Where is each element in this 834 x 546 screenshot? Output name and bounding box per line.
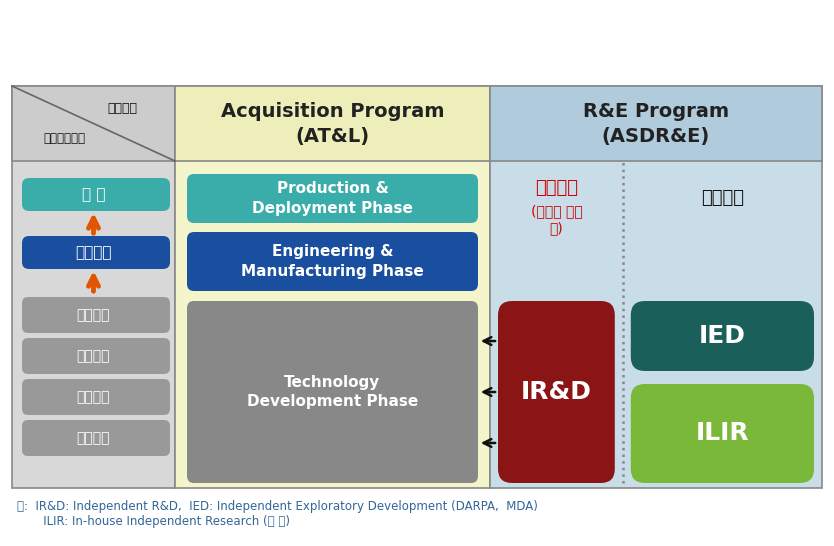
Text: 업체주도: 업체주도	[535, 179, 578, 197]
Text: (AT&L): (AT&L)	[295, 127, 369, 146]
FancyBboxPatch shape	[22, 338, 170, 374]
FancyBboxPatch shape	[22, 297, 170, 333]
Text: IED: IED	[699, 324, 746, 348]
FancyBboxPatch shape	[490, 86, 822, 488]
FancyBboxPatch shape	[490, 86, 822, 161]
FancyBboxPatch shape	[12, 86, 175, 488]
FancyBboxPatch shape	[187, 232, 478, 291]
Text: 연구개발단계: 연구개발단계	[43, 132, 85, 145]
Text: Acquisition Program: Acquisition Program	[221, 102, 445, 121]
FancyBboxPatch shape	[631, 301, 814, 371]
Text: Production &
Deployment Phase: Production & Deployment Phase	[252, 181, 413, 216]
FancyBboxPatch shape	[498, 301, 615, 483]
Text: Engineering &
Manufacturing Phase: Engineering & Manufacturing Phase	[241, 244, 424, 279]
FancyBboxPatch shape	[22, 379, 170, 415]
FancyBboxPatch shape	[22, 178, 170, 211]
Text: 체계개발: 체계개발	[75, 245, 112, 260]
FancyBboxPatch shape	[22, 236, 170, 269]
Text: 상): 상)	[550, 221, 563, 235]
FancyBboxPatch shape	[187, 174, 478, 223]
Text: 기초연구: 기초연구	[77, 431, 110, 445]
FancyBboxPatch shape	[175, 86, 490, 488]
Text: 양 산: 양 산	[82, 187, 105, 202]
FancyBboxPatch shape	[175, 86, 490, 161]
Text: 탐색개발: 탐색개발	[77, 308, 110, 322]
FancyBboxPatch shape	[631, 384, 814, 483]
Text: Technology
Development Phase: Technology Development Phase	[247, 375, 418, 410]
FancyBboxPatch shape	[187, 301, 478, 483]
FancyBboxPatch shape	[12, 86, 175, 161]
Text: ILIR: In-house Independent Research (각 군): ILIR: In-house Independent Research (각 군…	[17, 515, 290, 528]
Text: 정부주도: 정부주도	[701, 189, 744, 207]
Text: 주:  IR&D: Independent R&D,  IED: Independent Exploratory Development (DARPA,  MD: 주: IR&D: Independent R&D, IED: Independe…	[17, 500, 538, 513]
Text: ILIR: ILIR	[696, 422, 749, 446]
Text: (ASDR&E): (ASDR&E)	[602, 127, 710, 146]
FancyBboxPatch shape	[22, 420, 170, 456]
Text: 응용연구: 응용연구	[77, 390, 110, 404]
Text: 프로그램: 프로그램	[108, 102, 138, 115]
Text: 시험개발: 시험개발	[77, 349, 110, 363]
Text: R&E Program: R&E Program	[583, 102, 729, 121]
Text: IR&D: IR&D	[521, 380, 592, 404]
Text: (선투자 후보: (선투자 후보	[530, 204, 582, 218]
